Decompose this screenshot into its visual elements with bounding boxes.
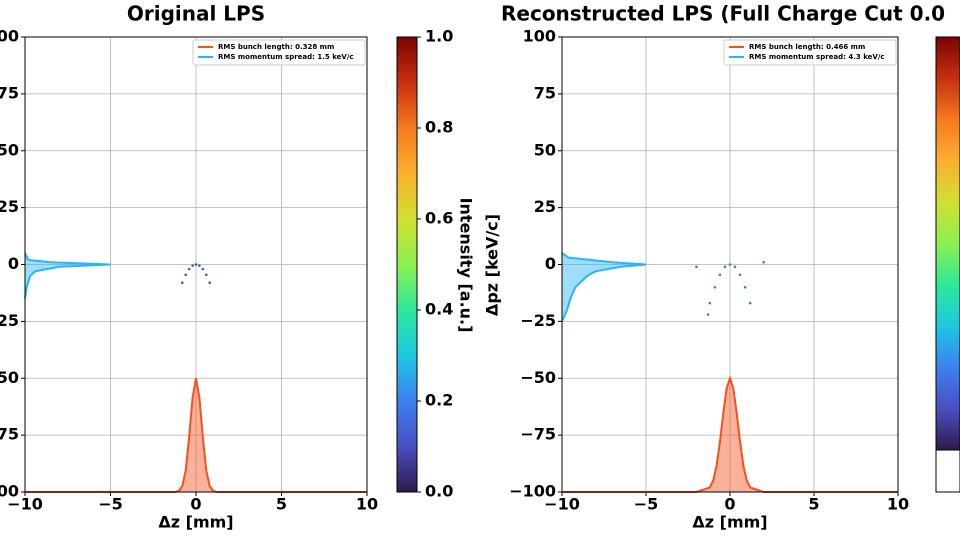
plot-frame [561, 36, 899, 493]
colorbar-tick-label: 0.4 [425, 300, 453, 319]
x-tick-label: 0 [190, 495, 201, 514]
profile-area [562, 378, 898, 492]
profile-line [561, 252, 647, 322]
y-tick-label: −75 [520, 425, 556, 444]
x-tick-label: 5 [276, 495, 287, 514]
y-tick-label: 25 [534, 197, 556, 216]
colorbar [935, 36, 960, 451]
legend-box [723, 39, 897, 66]
y-tick-label: 0 [8, 254, 19, 273]
x-tick-label: 0 [724, 495, 735, 514]
lps-point [762, 260, 765, 264]
colorbar-tick-label: 1.0 [425, 27, 453, 46]
lps-point [204, 273, 208, 277]
x-tick-label: 10 [887, 495, 909, 514]
y-tick-label: −25 [520, 311, 556, 330]
lps-point [187, 267, 191, 271]
x-tick-label: 10 [356, 495, 378, 514]
colorbar-tick-label: 0.2 [425, 391, 453, 410]
lps-point [728, 263, 732, 266]
x-tick-label: −5 [98, 495, 123, 514]
y-tick-label: 0 [545, 254, 556, 273]
y-tick-label: −50 [520, 368, 556, 387]
y-tick-label: −25 [0, 311, 19, 330]
legend-label: RMS bunch length: 0.466 mm [749, 43, 865, 51]
legend-label: RMS bunch length: 0.328 mm [218, 43, 334, 51]
lps-point [695, 265, 698, 269]
lps-point [201, 267, 205, 271]
y-tick-label: 75 [534, 83, 556, 102]
lps-point [748, 301, 752, 305]
lps-point [706, 313, 710, 316]
x-axis-label: Δz [mm] [158, 513, 233, 532]
lps-point [738, 273, 742, 277]
legend-label: RMS momentum spread: 4.3 keV/c [749, 53, 885, 61]
lps-point [208, 281, 211, 285]
y-tick-label: 100 [0, 27, 19, 46]
lps-point [723, 265, 727, 269]
lps-point [184, 273, 188, 277]
lps-point [733, 265, 737, 269]
profile-line [25, 378, 367, 493]
y-tick-label: −100 [0, 482, 19, 501]
colorbar-tick-label: 0.0 [425, 482, 453, 501]
y-tick-label: −50 [0, 368, 19, 387]
y-tick-label: 75 [0, 83, 19, 102]
lps-point [198, 264, 201, 267]
lps-point [181, 281, 184, 285]
x-tick-label: −10 [544, 495, 580, 514]
chart-title: Reconstructed LPS (Full Charge Cut 0.0 [501, 2, 945, 26]
x-tick-label: 5 [808, 495, 819, 514]
y-tick-label: −75 [0, 425, 19, 444]
profile-area [562, 253, 646, 322]
lps-point [708, 301, 712, 305]
lps-point [194, 263, 198, 266]
colorbar [396, 36, 418, 493]
y-tick-label: 50 [534, 140, 556, 159]
lps-point [718, 273, 722, 277]
lps-point [191, 264, 194, 267]
profile-area [25, 378, 367, 492]
plot-frame [24, 36, 368, 493]
y-tick-label: −100 [509, 482, 556, 501]
x-tick-label: −5 [634, 495, 659, 514]
legend-box [192, 39, 366, 66]
x-tick-label: −10 [7, 495, 43, 514]
x-axis-label: Δz [mm] [692, 513, 767, 532]
profile-line [24, 252, 111, 299]
y-axis-label: Δpz [keV/c] [483, 214, 502, 316]
profile-line [562, 375, 898, 493]
lps-point [713, 285, 717, 289]
colorbar-label: Intensity [a.u.] [457, 198, 476, 333]
chart-title: Original LPS [127, 2, 265, 26]
y-tick-label: 50 [0, 140, 19, 159]
lps-point [743, 285, 747, 289]
y-tick-label: 100 [523, 27, 556, 46]
colorbar-tick-label: 0.8 [425, 118, 453, 137]
y-tick-label: 25 [0, 197, 19, 216]
colorbar-tick-label: 0.6 [425, 209, 453, 228]
legend-label: RMS momentum spread: 1.5 keV/c [218, 53, 354, 61]
